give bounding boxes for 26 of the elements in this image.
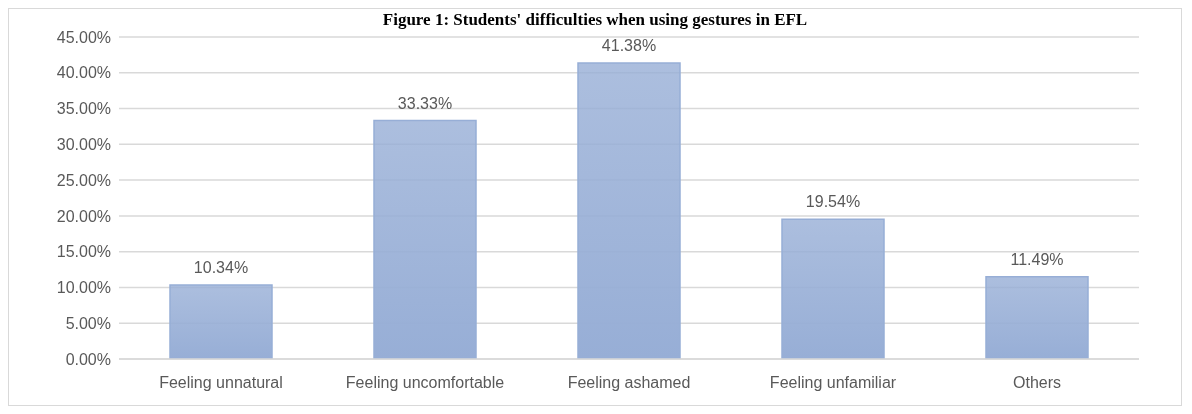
data-label: 10.34% [193,259,249,277]
bar [985,276,1089,359]
y-tick-label: 40.00% [56,64,111,82]
data-label: 33.33% [397,94,453,112]
data-label: 41.38% [601,36,657,54]
y-tick-label: 20.00% [56,207,111,225]
x-tick-label: Others [1012,374,1062,392]
bar [373,119,477,359]
bar [781,218,885,359]
y-tick-label: 45.00% [56,28,111,46]
data-label: 11.49% [1010,250,1064,268]
y-tick-label: 0.00% [65,350,111,368]
y-tick-label: 15.00% [56,243,111,261]
data-label: 19.54% [805,193,861,211]
x-tick-label: Feeling unnatural [159,374,283,392]
bar [169,284,273,359]
y-tick-label: 25.00% [56,171,111,189]
x-tick-label: Feeling uncomfortable [345,374,505,392]
y-tick-label: 35.00% [56,100,111,118]
x-tick-label: Feeling unfamiliar [769,374,897,392]
y-tick-label: 10.00% [56,279,111,297]
chart-title: Figure 1: Students' difficulties when using gestures in EFL [382,10,808,29]
bar [577,62,681,359]
y-tick-label: 5.00% [65,314,111,332]
y-tick-label: 30.00% [56,136,111,154]
x-tick-label: Feeling ashamed [567,374,691,392]
